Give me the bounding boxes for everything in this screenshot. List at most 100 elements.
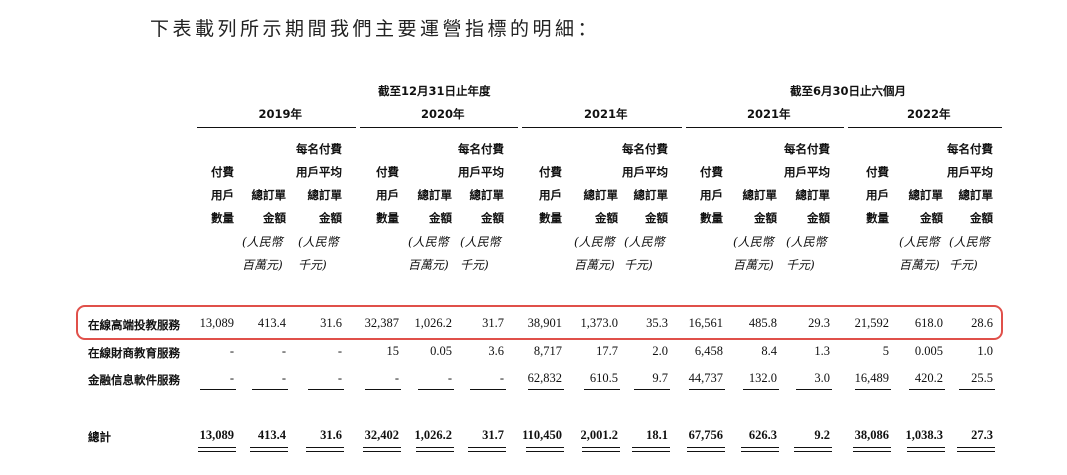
table-cell: 31.6: [320, 316, 342, 330]
col-header-paying-users: 數量: [376, 211, 399, 225]
col-header-paying-users: 付費: [211, 165, 234, 179]
total-double-rule: [853, 447, 891, 452]
col-header-avg-order: 用戶平均: [458, 165, 504, 179]
col-header-paying-users: 用戶: [700, 188, 723, 202]
table-cell: 6,458: [694, 344, 723, 358]
col-header-avg-order: 每名付費: [296, 142, 342, 156]
table-cell: 16,489: [854, 371, 889, 385]
col-header-avg-order: 用戶平均: [296, 165, 342, 179]
table-cell: 3.0: [814, 371, 830, 385]
table-cell: -: [394, 371, 399, 385]
col-header-paying-users: 付費: [539, 165, 562, 179]
total-double-rule: [582, 447, 620, 452]
year-header: 2020年: [421, 107, 465, 121]
col-header-avg-order-unit: (人民幣: [949, 235, 990, 249]
year-rule: [197, 127, 356, 128]
total-cell: 31.6: [320, 428, 342, 442]
table-cell: 32,387: [364, 316, 399, 330]
col-header-total-order-unit: (人民幣: [408, 235, 449, 249]
col-header-paying-users: 用戶: [211, 188, 234, 202]
col-header-total-order: 金額: [263, 211, 286, 225]
table-cell: -: [337, 344, 342, 358]
table-cell: 8.4: [761, 344, 777, 358]
col-header-avg-order-unit: 千元): [949, 258, 978, 272]
total-cell: 38,086: [854, 428, 889, 442]
subtotal-rule: [308, 389, 344, 390]
col-header-total-order: 總訂單: [251, 188, 287, 202]
col-header-paying-users: 數量: [866, 211, 889, 225]
col-header-avg-order: 每名付費: [947, 142, 993, 156]
table-cell: 17.7: [596, 344, 618, 358]
total-cell: 413.4: [257, 428, 286, 442]
year-header: 2021年: [584, 107, 628, 121]
col-header-paying-users: 付費: [866, 165, 889, 179]
total-cell: 2,001.2: [580, 428, 619, 442]
table-cell: 2.0: [652, 344, 668, 358]
table-cell: 35.3: [646, 316, 668, 330]
table-cell: -: [281, 371, 286, 385]
col-header-avg-order-unit: (人民幣: [460, 235, 501, 249]
total-double-rule: [250, 447, 288, 452]
col-header-avg-order: 總訂單: [307, 188, 343, 202]
table-cell: 8,717: [533, 344, 562, 358]
col-header-total-order-unit: (人民幣: [574, 235, 615, 249]
total-label: 總計: [88, 430, 111, 444]
col-header-total-order: 金額: [429, 211, 452, 225]
col-header-avg-order: 總訂單: [469, 188, 505, 202]
table-cell: 618.0: [914, 316, 943, 330]
subtotal-rule: [418, 389, 454, 390]
col-header-total-order: 金額: [595, 211, 618, 225]
subtotal-rule: [796, 389, 832, 390]
col-header-avg-order: 金額: [807, 211, 830, 225]
table-cell: 5: [882, 344, 889, 358]
table-cell: 21,592: [854, 316, 889, 330]
col-header-total-order: 總訂單: [583, 188, 619, 202]
table-cell: -: [229, 371, 234, 385]
table-cell: 132.0: [748, 371, 777, 385]
table-cell: 9.7: [652, 371, 668, 385]
col-header-paying-users: 數量: [700, 211, 723, 225]
table-cell: -: [337, 371, 342, 385]
col-header-total-order-unit: 百萬元): [242, 258, 283, 272]
year-header: 2021年: [747, 107, 791, 121]
table-cell: 28.6: [971, 316, 993, 330]
total-cell: 1,038.3: [905, 428, 944, 442]
col-header-paying-users: 付費: [700, 165, 723, 179]
table-cell: 15: [386, 344, 400, 358]
table-cell: 1,026.2: [414, 316, 453, 330]
col-header-avg-order: 用戶平均: [947, 165, 993, 179]
table-cell: 0.005: [914, 344, 943, 358]
col-header-avg-order-unit: (人民幣: [624, 235, 665, 249]
subtotal-rule: [909, 389, 945, 390]
col-header-paying-users: 用戶: [539, 188, 562, 202]
subtotal-rule: [689, 389, 725, 390]
col-header-total-order-unit: 百萬元): [733, 258, 774, 272]
intro-text: 下表載列所示期間我們主要運營指標的明細：: [150, 19, 601, 40]
table-cell: 29.3: [808, 316, 830, 330]
table-cell: 13,089: [199, 316, 234, 330]
subtotal-rule: [743, 389, 779, 390]
table-cell: 44,737: [688, 371, 723, 385]
total-cell: 1,026.2: [414, 428, 453, 442]
col-header-avg-order-unit: (人民幣: [298, 235, 339, 249]
row-label: 在線高端投教服務: [88, 318, 180, 332]
col-header-total-order-unit: (人民幣: [733, 235, 774, 249]
table-cell: 38,901: [527, 316, 562, 330]
table-cell: 1.0: [977, 344, 993, 358]
total-cell: 9.2: [814, 428, 830, 442]
col-header-avg-order-unit: 千元): [624, 258, 653, 272]
total-cell: 110,450: [522, 428, 562, 442]
col-header-total-order: 金額: [754, 211, 777, 225]
total-double-rule: [198, 447, 236, 452]
table-cell: 62,832: [527, 371, 562, 385]
total-double-rule: [957, 447, 995, 452]
col-header-avg-order-unit: (人民幣: [786, 235, 827, 249]
col-header-total-order-unit: (人民幣: [242, 235, 283, 249]
table-cell: 31.7: [482, 316, 504, 330]
table-cell: 16,561: [688, 316, 723, 330]
year-rule: [522, 127, 682, 128]
group-header-six-months: 截至6月30日止六個月: [790, 84, 907, 98]
total-cell: 67,756: [688, 428, 723, 442]
table-cell: 3.6: [488, 344, 504, 358]
col-header-avg-order: 總訂單: [633, 188, 669, 202]
